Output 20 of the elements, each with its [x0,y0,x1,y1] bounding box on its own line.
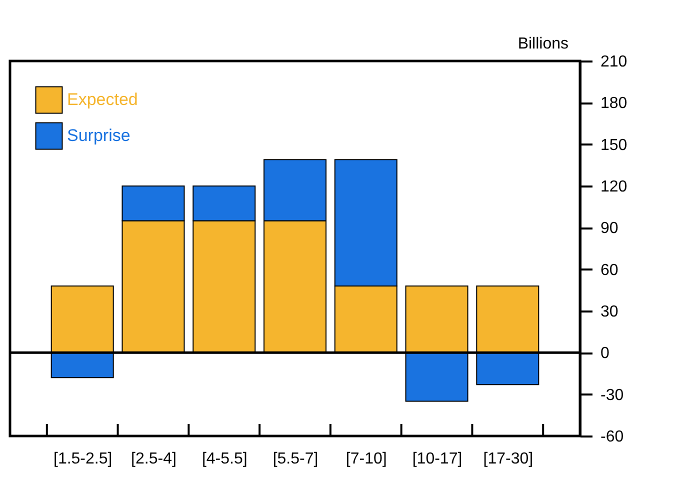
legend-label: Expected [67,90,138,109]
x-tick-label: [7-10] [346,450,387,468]
y-tick-label: 90 [600,220,618,238]
x-tick-label: [5.5-7] [272,450,318,468]
y-axis-title: Billions [518,36,568,52]
y-tick-label: 180 [600,95,628,112]
y-tick-label: 0 [600,345,610,362]
y-tick-label: -30 [600,386,624,404]
x-tick-label: [17-30] [483,450,534,468]
y-tick-label: 120 [600,178,628,196]
y-tick-label: 30 [600,304,618,320]
x-tick-label: [2.5-4] [131,450,176,468]
y-tick-label: 210 [600,54,628,70]
y-tick-label: 60 [600,262,618,279]
legend-label: Surprise [67,126,130,145]
x-tick-label: [4-5.5] [202,450,248,468]
y-tick-label: -60 [600,428,624,446]
x-tick-label: [10-17] [412,450,462,468]
y-tick-label: 150 [600,136,628,154]
x-tick-label: [1.5-2.5] [53,450,112,468]
